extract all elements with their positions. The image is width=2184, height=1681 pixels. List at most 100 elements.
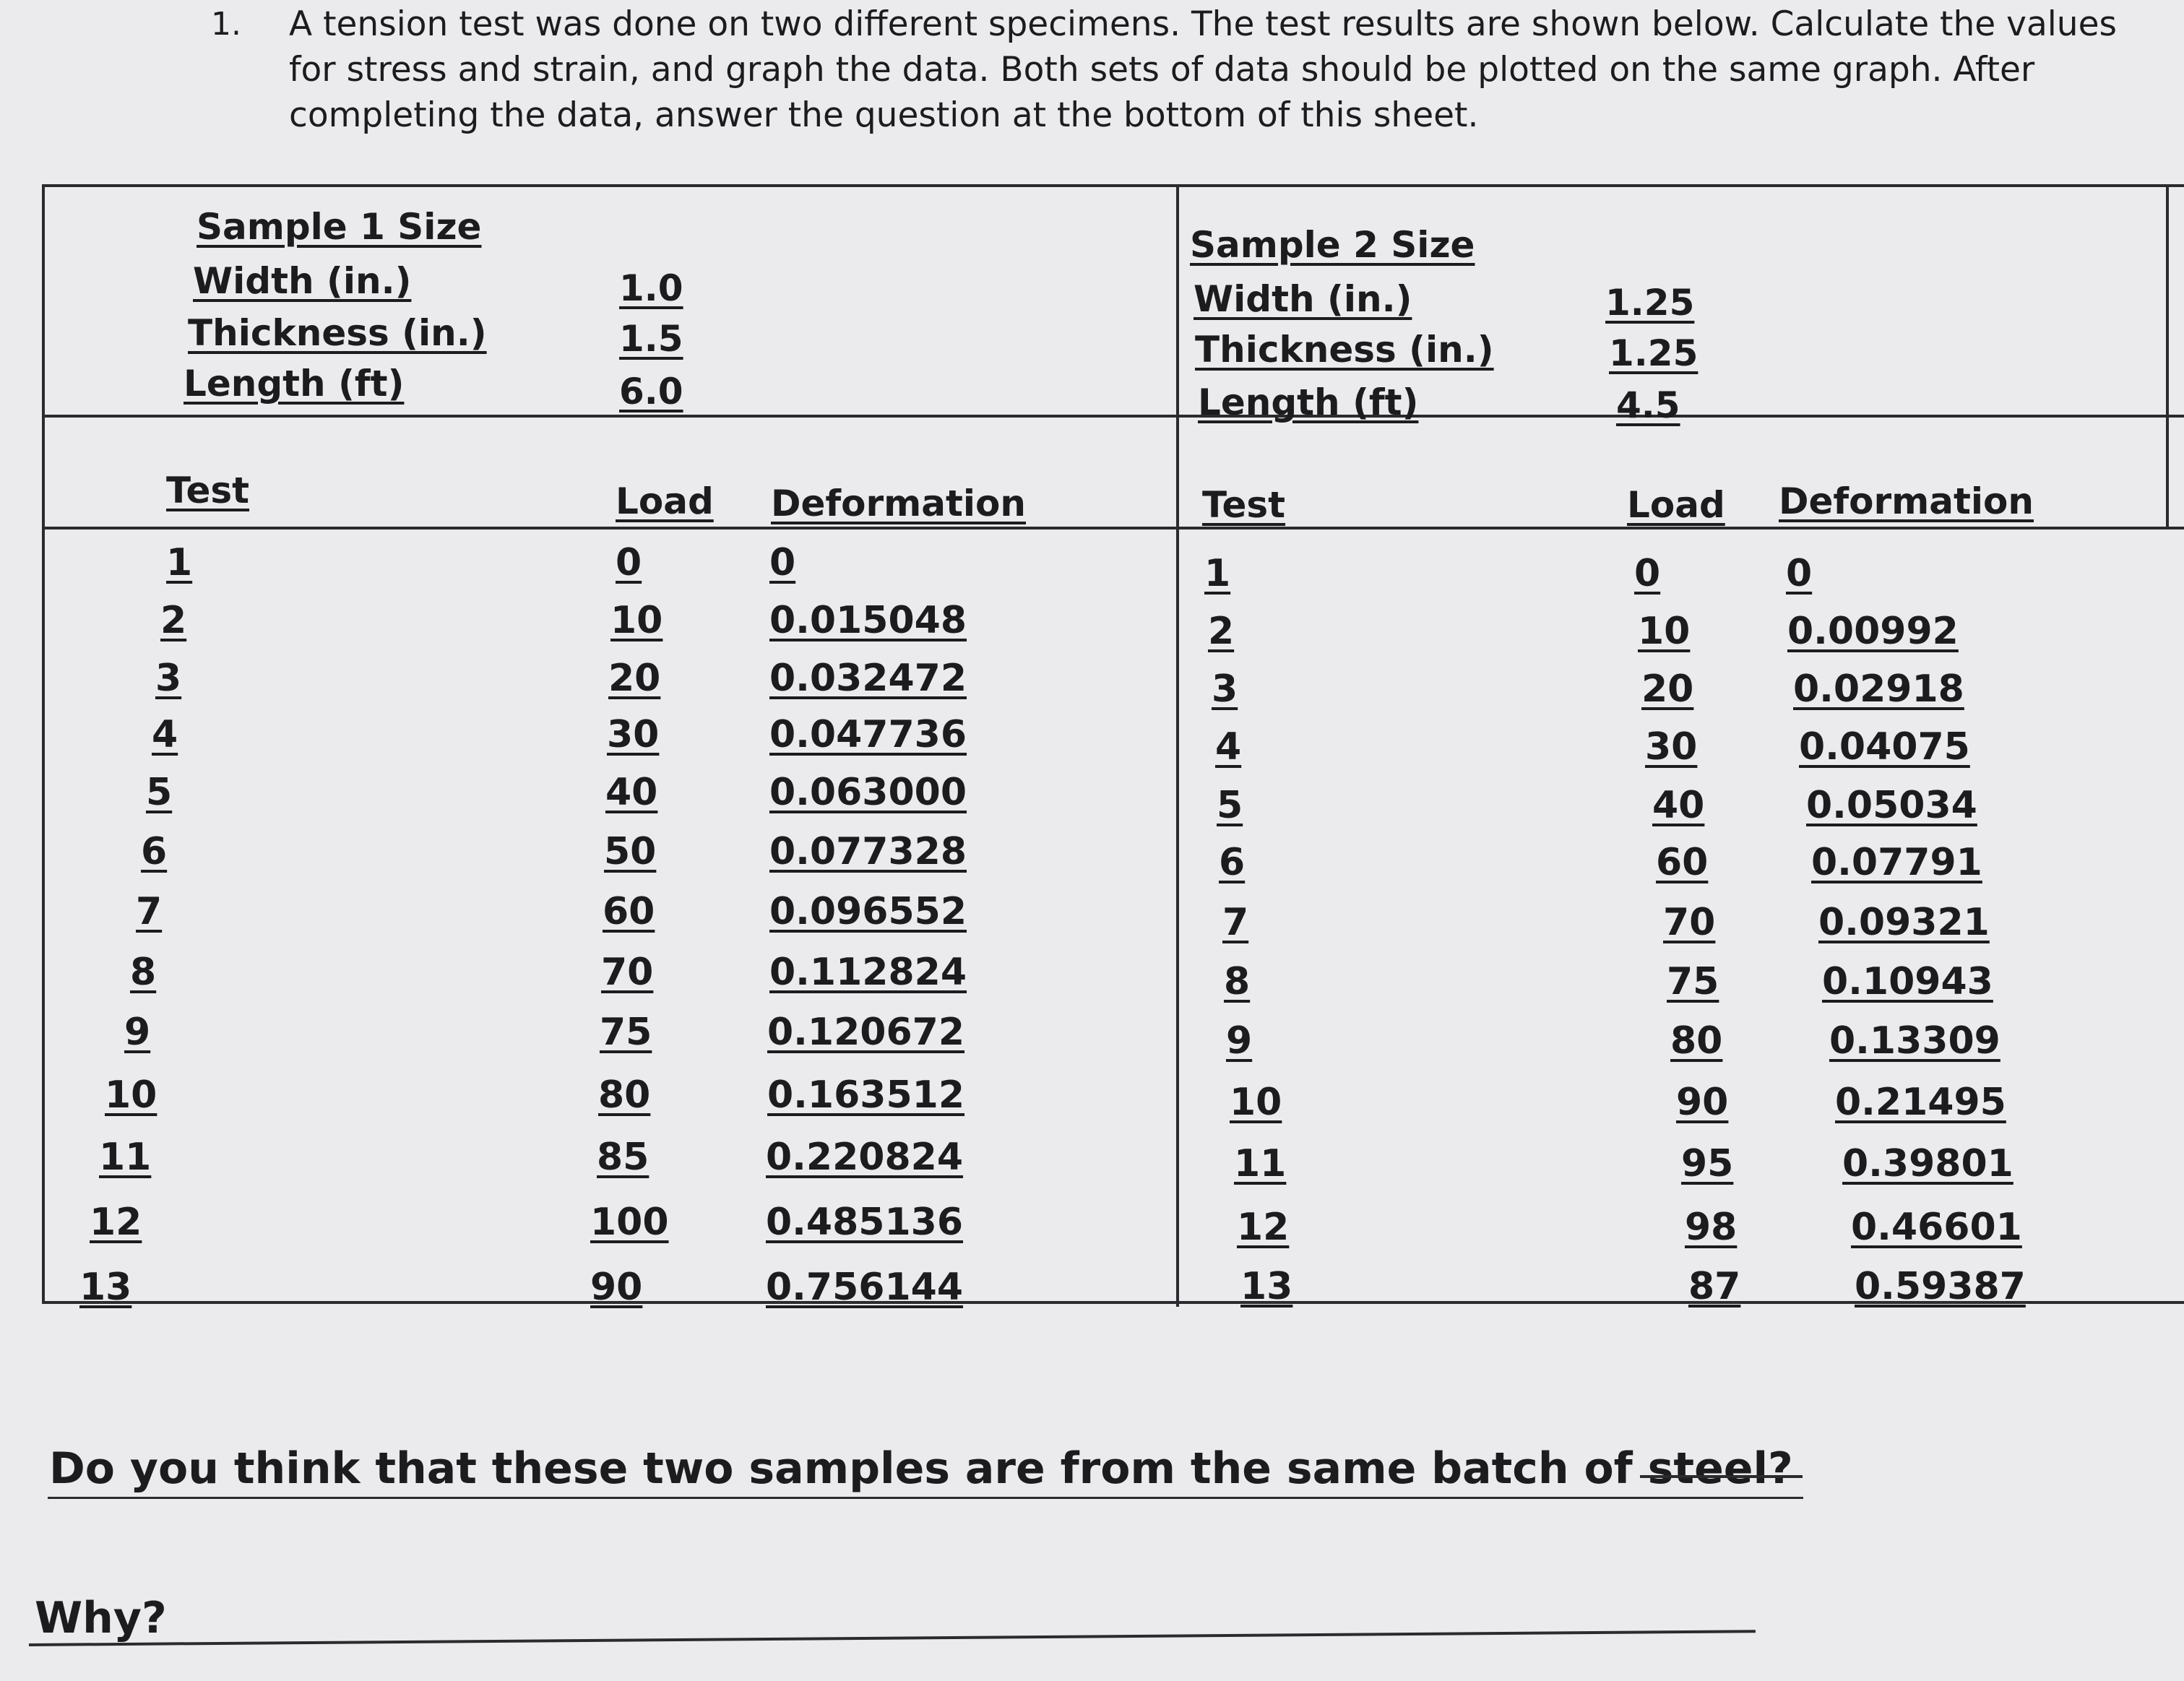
sample-divider [1176, 187, 1179, 1307]
sample2-load-value: 30 [1645, 725, 1698, 769]
sample2-test-number: 13 [1240, 1265, 1293, 1308]
sample2-length-label: Length (ft) [1198, 381, 1419, 423]
column-header-divider [45, 527, 2184, 530]
sample1-deformation-value: 0.077328 [769, 830, 967, 873]
sample1-load-value: 80 [598, 1073, 651, 1117]
sample1-load-value: 70 [601, 951, 654, 994]
question-number: 1. [211, 6, 241, 43]
sample1-test-number: 6 [141, 830, 168, 873]
sample1-test-number: 11 [99, 1136, 152, 1179]
sample2-load-value: 80 [1670, 1019, 1723, 1063]
sample2-deformation-header: Deformation [1779, 480, 2034, 522]
same-batch-question-underline [48, 1497, 1803, 1499]
sample1-size-title: Sample 1 Size [197, 206, 482, 248]
sample2-load-value: 87 [1688, 1265, 1741, 1308]
sample1-test-number: 7 [136, 890, 163, 933]
sample2-load-value: 10 [1638, 610, 1691, 653]
sample1-load-value: 90 [590, 1266, 643, 1309]
sample1-length-value: 6.0 [619, 371, 683, 412]
why-label: Why? [35, 1593, 167, 1643]
sample2-deformation-value: 0.10943 [1822, 960, 1993, 1003]
sample2-test-number: 11 [1234, 1142, 1287, 1185]
data-table: Sample 1 Size Width (in.) 1.0 Thickness … [42, 184, 2184, 1309]
sample1-deformation-value: 0.015048 [769, 599, 967, 642]
sample1-load-value: 50 [604, 830, 657, 873]
sample2-test-number: 7 [1222, 901, 1249, 944]
sample1-test-number: 12 [90, 1201, 142, 1244]
sample1-deformation-value: 0.112824 [769, 951, 967, 994]
sample1-load-value: 100 [590, 1201, 669, 1244]
sample1-deformation-value: 0.220824 [766, 1136, 964, 1179]
right-border-upper [2166, 187, 2169, 527]
same-batch-answer-line[interactable] [1640, 1475, 1803, 1478]
sample1-load-value: 20 [608, 657, 661, 700]
sample2-deformation-value: 0.00992 [1787, 610, 1959, 653]
sample1-test-number: 10 [105, 1073, 157, 1117]
sample1-load-header: Load [616, 480, 714, 522]
sample2-deformation-value: 0.05034 [1806, 784, 1977, 827]
sample2-load-value: 75 [1667, 960, 1719, 1003]
question-text: A tension test was done on two different… [289, 4, 2117, 135]
sample2-load-value: 0 [1634, 552, 1661, 595]
sample2-test-number: 6 [1219, 841, 1246, 884]
sample2-load-value: 95 [1681, 1142, 1734, 1185]
sample1-deformation-header: Deformation [771, 483, 1027, 524]
sample2-test-number: 12 [1237, 1206, 1290, 1249]
sample2-load-value: 20 [1641, 667, 1694, 711]
sample2-size-title: Sample 2 Size [1190, 224, 1475, 266]
sample2-load-value: 98 [1685, 1206, 1738, 1249]
sample1-test-number: 13 [79, 1266, 132, 1309]
sample1-deformation-value: 0.120672 [767, 1011, 965, 1054]
sample1-test-number: 2 [160, 599, 187, 642]
sample1-test-number: 5 [146, 771, 173, 814]
sample1-load-value: 85 [597, 1136, 649, 1179]
sample1-test-number: 8 [130, 951, 157, 994]
sample1-load-value: 75 [600, 1011, 652, 1054]
sample1-deformation-value: 0.163512 [767, 1073, 965, 1117]
sample2-deformation-value: 0.02918 [1793, 667, 1964, 711]
sample1-thickness-value: 1.5 [619, 318, 683, 360]
sample1-load-value: 0 [616, 541, 642, 584]
sample2-load-value: 90 [1676, 1081, 1729, 1124]
sample1-test-header: Test [166, 470, 250, 511]
sample2-width-label: Width (in.) [1194, 278, 1412, 320]
sample1-load-value: 40 [605, 771, 658, 814]
sample2-width-value: 1.25 [1605, 282, 1695, 324]
sample1-length-label: Length (ft) [184, 363, 405, 405]
sample2-test-number: 10 [1230, 1081, 1282, 1124]
sample2-test-number: 9 [1226, 1019, 1253, 1063]
sample2-test-header: Test [1202, 484, 1286, 526]
sample2-deformation-value: 0.39801 [1842, 1142, 2013, 1185]
sample1-deformation-value: 0.063000 [769, 771, 967, 814]
sample2-deformation-value: 0.04075 [1799, 725, 1970, 769]
sample2-load-value: 70 [1663, 901, 1716, 944]
sample2-test-number: 3 [1212, 667, 1238, 711]
sample2-load-value: 60 [1656, 841, 1709, 884]
sample1-test-number: 3 [155, 657, 182, 700]
sample1-deformation-value: 0 [769, 541, 796, 584]
sample2-deformation-value: 0.46601 [1851, 1206, 2022, 1249]
sample2-test-number: 1 [1204, 552, 1231, 595]
sample2-deformation-value: 0.13309 [1829, 1019, 2000, 1063]
sample2-thickness-value: 1.25 [1609, 332, 1699, 374]
sample1-deformation-value: 0.096552 [769, 890, 967, 933]
sample2-deformation-value: 0.59387 [1855, 1265, 2026, 1308]
sample2-test-number: 8 [1224, 960, 1251, 1003]
why-answer-line[interactable] [28, 1630, 1756, 1646]
sample2-thickness-label: Thickness (in.) [1195, 329, 1494, 371]
sample2-deformation-value: 0 [1786, 552, 1813, 595]
sample1-width-label: Width (in.) [193, 260, 412, 302]
sample1-deformation-value: 0.032472 [769, 657, 967, 700]
sample2-test-number: 5 [1217, 784, 1243, 827]
sample2-test-number: 2 [1208, 610, 1235, 653]
sample1-deformation-value: 0.047736 [769, 713, 967, 756]
sample1-thickness-label: Thickness (in.) [188, 312, 487, 354]
sample2-deformation-value: 0.09321 [1818, 901, 1990, 944]
sample1-width-value: 1.0 [619, 267, 683, 309]
sample1-deformation-value: 0.756144 [766, 1266, 964, 1309]
sample2-length-value: 4.5 [1616, 384, 1680, 426]
sample1-load-value: 60 [603, 890, 655, 933]
sample1-test-number: 9 [124, 1011, 151, 1054]
sample2-load-header: Load [1627, 484, 1725, 526]
sample2-load-value: 40 [1652, 784, 1705, 827]
